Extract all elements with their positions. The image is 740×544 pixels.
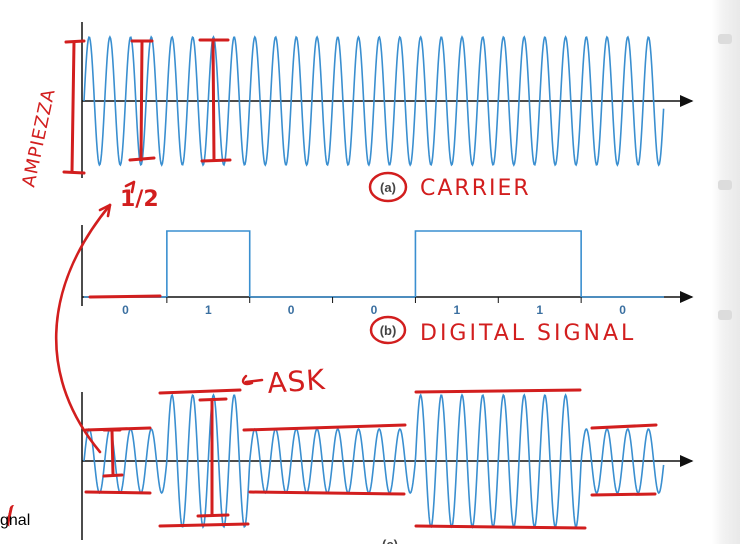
half-amplitude-bracket	[139, 39, 144, 162]
badge-b: (b)	[380, 323, 397, 338]
handwritten-titles: CARRIER DIGITAL SIGNAL ASK AMPIEZZA 1/2	[18, 87, 636, 400]
reference-arrow	[54, 203, 112, 454]
ask-low-amplitude-mark	[102, 428, 124, 478]
badge-a: (a)	[380, 180, 396, 195]
bit-label: 1	[536, 303, 543, 317]
full-amplitude-bracket	[211, 38, 216, 162]
digital-signal-title: DIGITAL SIGNAL	[420, 321, 636, 346]
digital-waveform	[84, 230, 664, 298]
half-fraction-label: 1/2	[120, 187, 159, 212]
bit-labels: 0 1 0 0 1 1 0	[122, 303, 626, 317]
badge-b-circle	[369, 315, 407, 345]
window-edge-shade	[712, 0, 740, 544]
bit-label: 1	[454, 303, 461, 317]
ask-title: ASK	[266, 363, 326, 400]
edge-text: gnal	[0, 512, 31, 529]
bit-label: 0	[122, 303, 129, 317]
amplitude-label: AMPIEZZA	[18, 87, 59, 190]
ask-waveform	[83, 393, 665, 529]
carrier-panel	[81, 22, 694, 178]
panel-badges: (a) (b) (c)	[380, 180, 398, 544]
carrier-title: CARRIER	[420, 176, 531, 201]
amplitude-bracket-left	[70, 40, 76, 174]
badge-c: (c)	[382, 537, 398, 544]
handwritten-annotations	[54, 38, 658, 530]
bit-label: 1	[205, 303, 212, 317]
bit-dividers	[166, 297, 582, 303]
bit-label: 0	[371, 303, 378, 317]
bit-label: 0	[619, 303, 626, 317]
digital-signal-panel: 0 1 0 0 1 1 0	[81, 225, 694, 317]
ask-high-amplitude-mark	[196, 397, 230, 518]
badge-a-circle	[368, 171, 408, 203]
ask-panel	[81, 392, 694, 540]
bit-label: 0	[288, 303, 295, 317]
carrier-waveform	[83, 35, 665, 167]
